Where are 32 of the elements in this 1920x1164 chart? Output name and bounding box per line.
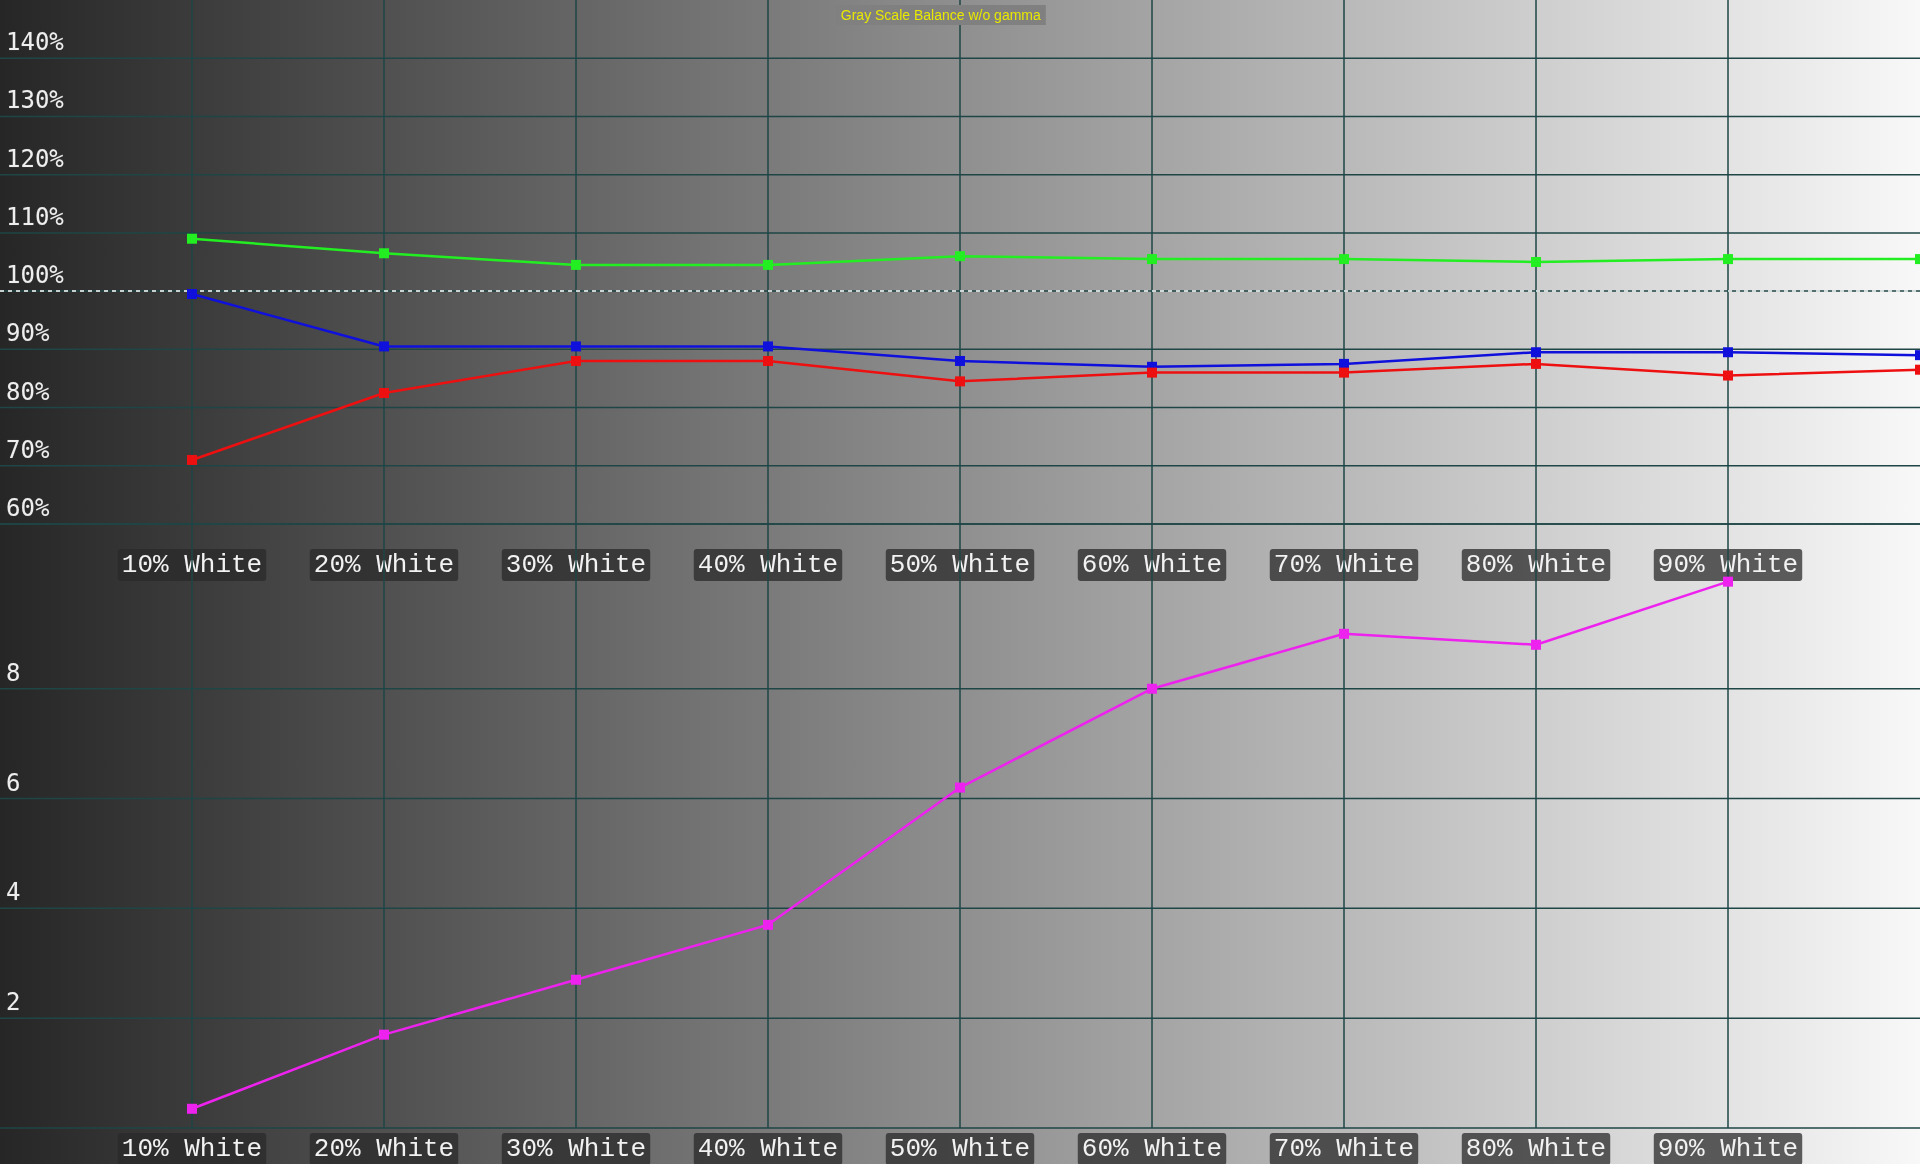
y-tick-label: 6	[6, 768, 21, 797]
x-tick-label: 30% White	[505, 550, 647, 580]
y-tick-label: 4	[6, 878, 21, 907]
x-tick-label: 20% White	[313, 1134, 455, 1164]
x-tick-label: 80% White	[1465, 550, 1607, 580]
y-tick-label: 140%	[6, 28, 65, 57]
y-tick-label: 80%	[6, 377, 50, 406]
x-tick-label: 60% White	[1081, 550, 1223, 580]
x-tick-label: 70% White	[1273, 1134, 1415, 1164]
x-tick-label: 40% White	[697, 1134, 839, 1164]
x-tick-label: 50% White	[889, 1134, 1031, 1164]
y-tick-label: 130%	[6, 86, 65, 115]
y-tick-label: 70%	[6, 435, 50, 464]
x-tick-label: 90% White	[1657, 1134, 1799, 1164]
x-tick-label: 10% White	[121, 550, 263, 580]
x-tick-label: 10% White	[121, 1134, 263, 1164]
y-tick-label: 60%	[6, 494, 50, 522]
text: Gray Scale Balance w/o gamma	[840, 7, 1041, 23]
x-tick-label: 70% White	[1273, 550, 1415, 580]
x-tick-label: 80% White	[1465, 1134, 1607, 1164]
x-tick-label: 30% White	[505, 1134, 647, 1164]
x-tick-label: 60% White	[1081, 1134, 1223, 1164]
y-tick-label: 2	[6, 988, 21, 1017]
x-tick-label: 50% White	[889, 550, 1031, 580]
x-tick-label: 20% White	[313, 550, 455, 580]
x-tick-label: 90% White	[1657, 550, 1799, 580]
y-tick-label: 120%	[6, 144, 65, 173]
y-tick-label: 110%	[6, 202, 65, 231]
y-tick-label: 8	[6, 658, 21, 687]
y-tick-label: 100%	[6, 261, 65, 290]
y-tick-label: 90%	[6, 319, 50, 348]
x-tick-label: 40% White	[697, 550, 839, 580]
